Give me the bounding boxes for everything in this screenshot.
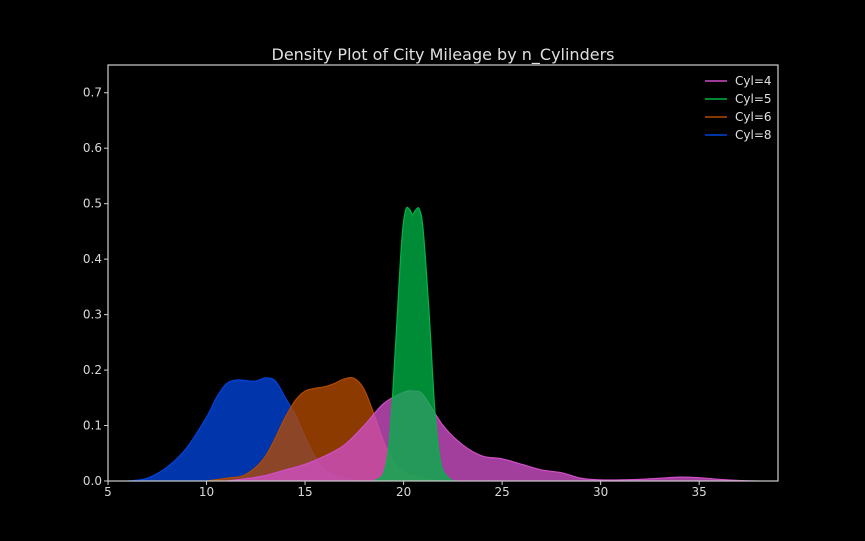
- legend-label: Cyl=4: [735, 74, 772, 88]
- x-tick-label: 20: [396, 485, 411, 499]
- legend: Cyl=4 Cyl=5 Cyl=6 Cyl=8: [705, 74, 772, 142]
- y-tick-label: 0.5: [83, 197, 102, 211]
- y-tick-label: 0.1: [83, 419, 102, 433]
- x-tick-label: 10: [199, 485, 214, 499]
- legend-label: Cyl=6: [735, 110, 772, 124]
- x-tick-label: 30: [593, 485, 608, 499]
- x-tick-label: 15: [297, 485, 312, 499]
- y-axis-ticks: 0.0 0.1 0.2 0.3 0.4 0.5 0.6 0.7: [83, 86, 108, 488]
- y-tick-label: 0.6: [83, 141, 102, 155]
- y-tick-label: 0.7: [83, 86, 102, 100]
- density-areas: [127, 206, 759, 481]
- area-cyl-4: [226, 390, 759, 481]
- x-tick-label: 35: [692, 485, 707, 499]
- x-tick-label: 5: [104, 485, 112, 499]
- legend-label: Cyl=5: [735, 92, 772, 106]
- plot-frame: [107, 64, 779, 482]
- y-tick-label: 0.2: [83, 363, 102, 377]
- y-tick-label: 0.3: [83, 308, 102, 322]
- line-cyl-5: [373, 206, 456, 481]
- y-tick-label: 0.0: [83, 474, 102, 488]
- line-cyl-4: [226, 390, 759, 481]
- chart-title: Density Plot of City Mileage by n_Cylind…: [272, 45, 615, 65]
- x-tick-label: 25: [494, 485, 509, 499]
- y-tick-label: 0.4: [83, 252, 102, 266]
- legend-label: Cyl=8: [735, 128, 772, 142]
- x-axis-ticks: 5 10 15 20 25 30 35: [104, 481, 707, 499]
